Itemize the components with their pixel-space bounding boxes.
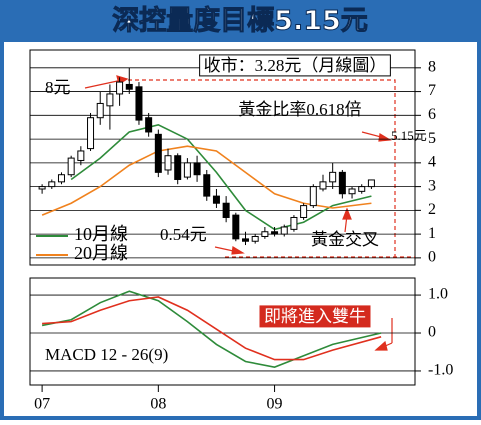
plot-bg xyxy=(4,42,477,416)
line xyxy=(41,290,382,368)
candle-body xyxy=(183,162,191,178)
y-tick-label: 3 xyxy=(428,177,436,194)
annotation-box xyxy=(259,305,371,328)
candle-body xyxy=(348,188,356,195)
candle-body xyxy=(280,226,288,235)
y-tick-label: 0 xyxy=(428,324,436,341)
candle-body xyxy=(319,181,327,190)
candle-body xyxy=(106,93,114,107)
candle-body xyxy=(203,174,211,197)
annotation: 收市：3.28元（月線圖） xyxy=(204,56,387,75)
candle-body xyxy=(329,171,337,183)
candle-body xyxy=(222,202,230,218)
annotation: 黃金比率0.618倍 xyxy=(238,100,361,119)
legend-label: 10月線 xyxy=(74,224,128,244)
line xyxy=(42,296,382,361)
candle-body xyxy=(57,174,65,183)
candle-body xyxy=(135,86,143,121)
candle-body xyxy=(232,214,240,240)
candle-body xyxy=(77,150,85,161)
y-tick-label: 8 xyxy=(428,58,436,75)
annotation: 0.54元 xyxy=(160,225,207,244)
guides xyxy=(84,75,415,351)
upper-frame xyxy=(29,49,416,266)
x-tick-label: 09 xyxy=(267,396,283,413)
candle-body xyxy=(242,238,250,242)
y-tick-label: 2 xyxy=(428,201,436,218)
candle-body xyxy=(164,155,172,171)
legend-label: 20月線 xyxy=(74,243,128,263)
candle-body xyxy=(125,83,133,90)
candle-body xyxy=(309,186,317,207)
candle-body xyxy=(358,186,366,192)
y-tick-label: -1.0 xyxy=(428,362,453,379)
y-tick-label: 4 xyxy=(428,154,436,171)
y-tick-label: 0 xyxy=(428,249,436,266)
candle-body xyxy=(38,186,46,190)
y-tick-label: 1.0 xyxy=(428,286,448,303)
y-tick-label: 5 xyxy=(428,130,436,147)
chart-title: 深控量度目標5.15元 xyxy=(112,5,368,37)
line xyxy=(70,123,372,231)
candle-body xyxy=(154,133,162,173)
y-tick-label: 1 xyxy=(428,225,436,242)
y-tick-label: 6 xyxy=(428,106,436,123)
candle-body xyxy=(48,181,56,188)
candle-body xyxy=(96,102,104,119)
candle-body xyxy=(367,179,375,188)
x-tick-label: 08 xyxy=(150,396,166,413)
annotation: MACD 12 - 26(9) xyxy=(45,345,168,364)
annotation: 即將進入雙牛 xyxy=(264,307,366,326)
candle-body xyxy=(174,155,182,180)
candle-body xyxy=(251,235,259,242)
candle-body xyxy=(67,157,75,176)
candle-body xyxy=(338,171,346,195)
annotation-box xyxy=(199,54,391,77)
annotation: 5.15元 xyxy=(391,128,427,143)
line xyxy=(41,145,372,216)
candle-body xyxy=(261,231,269,237)
annotation: 黃金交叉 xyxy=(311,230,379,249)
candle-body xyxy=(87,117,95,150)
candle-body xyxy=(271,231,279,235)
x-tick-label: 07 xyxy=(34,396,50,413)
annotation: 8元 xyxy=(45,78,71,97)
candle-body xyxy=(212,195,220,204)
y-tick-label: 7 xyxy=(428,82,436,99)
lower-frame xyxy=(29,277,416,386)
candle-body xyxy=(290,216,298,230)
candle-body xyxy=(145,117,153,133)
candle-body xyxy=(116,81,124,95)
candle-body xyxy=(193,162,201,176)
candle-body xyxy=(300,205,308,218)
